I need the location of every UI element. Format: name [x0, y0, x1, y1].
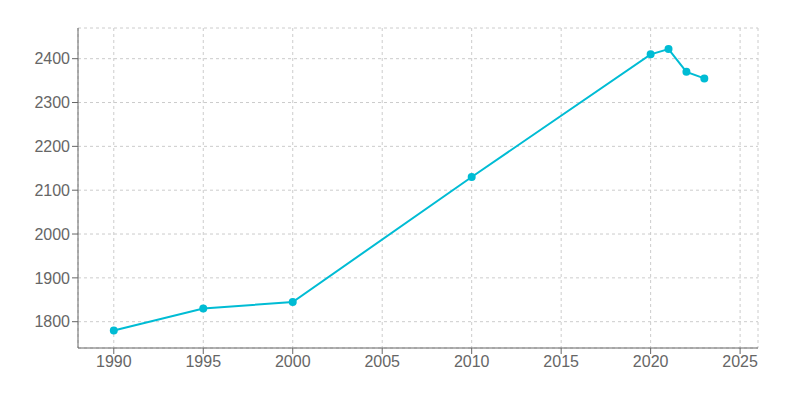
svg-text:2000: 2000: [34, 226, 70, 243]
svg-text:2015: 2015: [543, 353, 579, 370]
svg-text:1990: 1990: [96, 353, 132, 370]
svg-text:2010: 2010: [454, 353, 490, 370]
svg-text:2300: 2300: [34, 94, 70, 111]
svg-text:2005: 2005: [364, 353, 400, 370]
svg-text:2100: 2100: [34, 182, 70, 199]
svg-text:1900: 1900: [34, 270, 70, 287]
svg-text:2020: 2020: [633, 353, 669, 370]
svg-text:1995: 1995: [185, 353, 221, 370]
svg-text:2025: 2025: [722, 353, 758, 370]
svg-text:2200: 2200: [34, 138, 70, 155]
svg-text:2400: 2400: [34, 50, 70, 67]
svg-text:1800: 1800: [34, 313, 70, 330]
svg-text:2000: 2000: [275, 353, 311, 370]
